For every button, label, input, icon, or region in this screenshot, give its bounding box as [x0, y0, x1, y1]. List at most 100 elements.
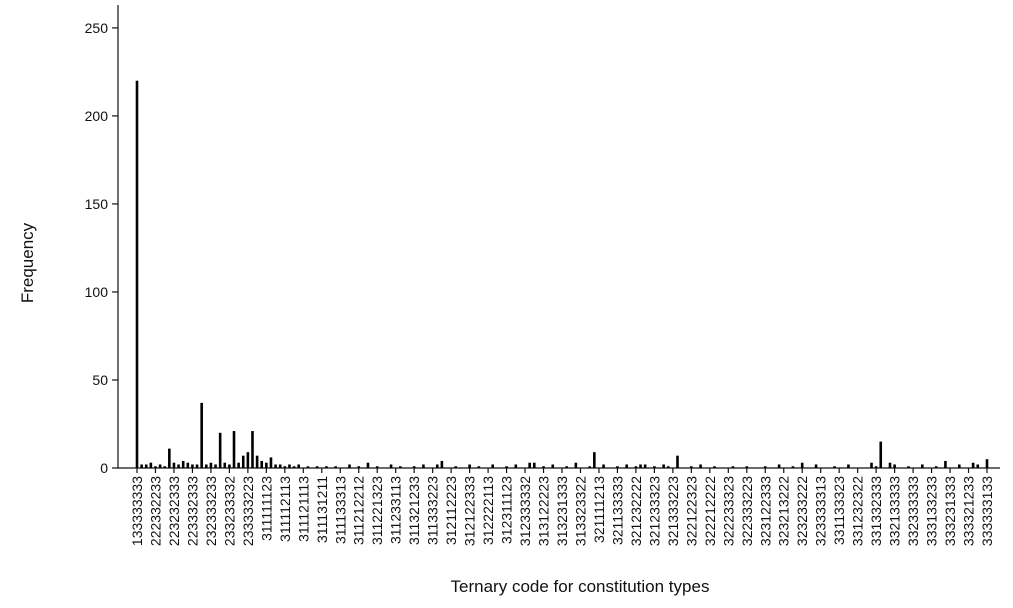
bar [814, 464, 818, 468]
bar [874, 466, 878, 468]
bar [468, 464, 471, 468]
bar [777, 464, 781, 468]
bar [505, 466, 508, 468]
x-tick-label: 331232322 [850, 476, 866, 546]
bar [375, 466, 379, 468]
bar [542, 466, 545, 468]
bar [357, 466, 361, 468]
bar [292, 466, 296, 468]
bar [297, 464, 300, 468]
x-tick-label: 322212222 [702, 476, 718, 546]
bar [551, 464, 555, 468]
bar [879, 441, 883, 468]
x-tick-label: 233333223 [240, 476, 256, 546]
bar [643, 464, 647, 468]
bar [532, 462, 536, 468]
bar [181, 460, 185, 468]
bar [574, 462, 578, 468]
bar [232, 431, 236, 468]
bar [163, 466, 167, 468]
bar [154, 466, 157, 468]
bar [888, 462, 892, 468]
x-axis-label: Ternary code for constitution types [451, 577, 710, 596]
x-tick-label: 331332333 [868, 476, 884, 546]
bar [588, 466, 592, 468]
x-tick-label: 323233222 [794, 476, 810, 546]
bar [422, 464, 425, 468]
bar [140, 464, 143, 468]
x-tick-label: 311221323 [369, 476, 385, 545]
bar [177, 464, 180, 468]
bar [214, 464, 217, 468]
bar [246, 452, 250, 468]
bar [172, 462, 176, 468]
x-tick-label: 311333223 [425, 476, 441, 545]
bar [662, 464, 665, 468]
x-tick-label: 232333233 [203, 476, 219, 546]
bar [847, 464, 850, 468]
x-tick-label: 312311123 [499, 476, 515, 544]
bar [528, 462, 531, 468]
bar [634, 466, 638, 468]
bar [514, 464, 518, 468]
bar [158, 464, 162, 468]
bar [971, 462, 975, 468]
bar [288, 464, 291, 468]
x-tick-label: 311212212 [351, 476, 367, 545]
bar [676, 455, 679, 468]
bar [200, 402, 203, 468]
x-tick-label: 333133233 [924, 476, 940, 546]
bar [195, 464, 199, 468]
x-tick-label: 322333223 [739, 476, 755, 546]
bar [893, 464, 896, 468]
bar [348, 464, 351, 468]
bar [440, 460, 444, 468]
x-tick-label: 311321233 [406, 476, 422, 545]
x-tick-label: 313122223 [536, 476, 552, 546]
bar [149, 462, 153, 468]
bar [191, 464, 194, 468]
bar [135, 80, 139, 469]
bar [565, 466, 568, 468]
bar [699, 464, 702, 468]
y-tick-label: 250 [85, 20, 109, 36]
bar [985, 459, 989, 468]
bar [616, 466, 619, 468]
bar [306, 466, 310, 468]
bar [593, 452, 596, 468]
bar [653, 466, 656, 468]
x-tick-label: 311233113 [388, 476, 404, 544]
x-tick-label: 322122323 [683, 476, 699, 546]
x-tick-label: 332133333 [887, 476, 903, 546]
bar [241, 455, 245, 468]
x-tick-label: 323213222 [776, 476, 792, 546]
bar [412, 466, 416, 468]
x-tick-label: 321333223 [665, 476, 681, 546]
bar [269, 457, 273, 468]
x-tick-label: 311133313 [332, 476, 348, 544]
x-tick-label: 321232222 [628, 476, 644, 546]
bar [666, 466, 670, 468]
bar [907, 466, 910, 468]
bar [325, 466, 328, 468]
bar [639, 464, 642, 468]
x-tick-label: 312122333 [462, 476, 478, 546]
x-tick-label: 311121113 [295, 476, 311, 542]
x-tick-label: 322233323 [720, 476, 736, 546]
x-tick-label: 333333133 [979, 476, 995, 546]
y-tick-label: 200 [85, 108, 109, 124]
x-tick-label: 321111213 [591, 476, 607, 543]
y-tick-label: 50 [92, 372, 108, 388]
x-tick-label: 233233332 [221, 476, 237, 546]
x-tick-label: 222332233 [147, 476, 163, 546]
bar [944, 460, 947, 468]
bar [399, 466, 402, 468]
x-tick-label: 223332333 [184, 476, 200, 546]
bar [435, 464, 439, 468]
bar [454, 466, 458, 468]
x-tick-label: 332333333 [905, 476, 921, 546]
x-tick-label: 223232333 [166, 476, 182, 546]
bar [745, 466, 749, 468]
bar [389, 464, 393, 468]
